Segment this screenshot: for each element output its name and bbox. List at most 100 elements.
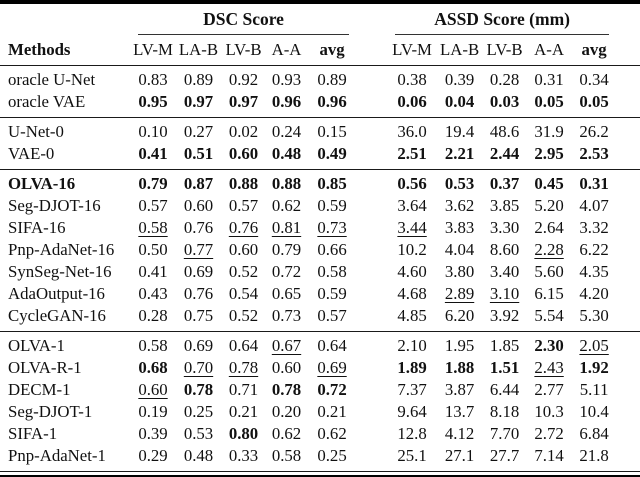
assd-cell: 5.30 [579,306,609,326]
assd-cell: 2.77 [534,379,564,399]
dsc-cell: 0.78 [183,379,214,399]
dsc-cell: 0.25 [317,445,347,465]
dsc-cell: 0.52 [228,262,259,282]
dsc-cell: 0.58 [138,335,168,355]
dsc-cell: 0.80 [228,423,259,443]
assd-cell: 3.87 [444,379,475,399]
dsc-cell: 0.73 [271,306,302,326]
assd-cell: 12.8 [397,423,427,443]
assd-cell: 2.10 [397,335,427,355]
column-gap [357,305,387,331]
table-row: Seg-DJOT-16 0.57 0.60 0.57 0.62 0.59 3.64 3.62 3… [0,195,640,217]
dsc-cell: 0.29 [138,445,168,465]
dsc-cell: 0.28 [138,306,168,326]
right-margin [617,239,640,261]
column-gap [357,401,387,423]
assd-cell: 2.72 [534,423,564,443]
column-header: A-A [266,34,307,67]
right-margin [617,118,640,144]
assd-cell: 2.44 [489,144,520,164]
method-cell: oracle VAE [8,92,86,112]
right-margin [617,261,640,283]
assd-cell: 3.80 [444,262,475,282]
method-cell: U-Net-0 [8,122,64,142]
table-row: U-Net-0 0.10 0.27 0.02 0.24 0.15 36.0 19.4 48.6 3… [0,118,640,144]
dsc-cell: 0.85 [317,174,347,194]
dsc-cell: 0.76 [183,284,214,304]
dsc-cell: 0.60 [138,379,168,399]
assd-cell: 3.32 [579,218,609,238]
dsc-cell: 0.81 [271,218,302,238]
column-gap [357,4,387,35]
assd-cell: 8.18 [489,401,520,421]
dsc-cell: 0.21 [228,401,259,421]
dsc-cell: 0.77 [183,240,214,260]
assd-cell: 4.35 [579,262,609,282]
assd-cell: 1.92 [579,357,609,377]
column-header: A-A [527,34,572,67]
dsc-cell: 0.58 [317,262,347,282]
dsc-cell: 0.10 [138,122,168,142]
assd-cell: 3.40 [489,262,520,282]
dsc-cell: 0.62 [271,196,302,216]
column-gap [357,144,387,170]
assd-cell: 5.11 [579,379,609,399]
assd-cell: 1.88 [444,357,475,377]
dsc-cell: 0.76 [183,218,214,238]
top-rule [0,0,640,4]
assd-cell: 5.54 [534,306,564,326]
assd-cell: 3.85 [489,196,520,216]
assd-cell: 7.37 [397,379,427,399]
method-cell: SIFA-16 [8,218,66,238]
method-cell: Pnp-AdaNet-1 [8,445,106,465]
right-margin [617,401,640,423]
results-table: DSC Score ASSD Score (mm) Methods LV-M LA… [0,4,640,471]
assd-cell: 0.28 [489,70,520,90]
column-gap [357,92,387,118]
assd-cell: 7.14 [534,445,564,465]
table-head: DSC Score ASSD Score (mm) Methods LV-M LA… [0,4,640,67]
method-cell: DECM-1 [8,379,71,399]
table-row: DECM-1 0.60 0.78 0.71 0.78 0.72 7.37 3.87 6.44 2.… [0,379,640,401]
assd-cell: 10.4 [579,401,609,421]
dsc-cell: 0.72 [271,262,302,282]
dsc-cell: 0.48 [183,445,214,465]
table-section: OLVA-1 0.58 0.69 0.64 0.67 0.64 2.10 1.95 1.85 2.… [0,331,640,470]
dsc-cell: 0.48 [271,144,302,164]
dsc-cell: 0.02 [228,122,259,142]
dsc-cell: 0.41 [138,144,168,164]
table-row: SynSeg-Net-16 0.41 0.69 0.52 0.72 0.58 4.60 3.8… [0,261,640,283]
table-row: Pnp-AdaNet-1 0.29 0.48 0.33 0.58 0.25 25.1 27.1… [0,445,640,470]
right-margin [617,144,640,170]
right-margin [617,217,640,239]
dsc-cell: 0.93 [271,70,302,90]
column-header-row: Methods LV-M LA-B LV-B A-A avg LV-M LA-B LV-B A-… [0,34,640,67]
assd-cell: 2.89 [444,284,475,304]
assd-cell: 6.84 [579,423,609,443]
method-cell: SynSeg-Net-16 [8,262,112,282]
assd-cell: 4.12 [444,423,475,443]
dsc-cell: 0.15 [317,122,347,142]
bottom-rule-thin [0,470,640,473]
assd-cell: 1.85 [489,335,520,355]
method-cell: CycleGAN-16 [8,306,106,326]
assd-cell: 0.56 [397,174,427,194]
method-cell: OLVA-R-1 [8,357,82,377]
dsc-cell: 0.97 [228,92,259,112]
table-row: oracle VAE 0.95 0.97 0.97 0.96 0.96 0.06 0.04 0.… [0,92,640,118]
column-gap [357,217,387,239]
assd-cell: 6.15 [534,284,564,304]
right-margin [617,357,640,379]
assd-cell: 1.89 [397,357,427,377]
column-gap [357,170,387,196]
column-header: LV-B [221,34,266,67]
dsc-cell: 0.59 [317,196,347,216]
method-cell: Pnp-AdaNet-16 [8,240,115,260]
dsc-cell: 0.49 [317,144,347,164]
dsc-cell: 0.83 [138,70,168,90]
column-header: LV-B [482,34,528,67]
assd-cell: 26.2 [579,122,609,142]
column-gap [357,283,387,305]
bottom-rule-thick [0,474,640,477]
column-gap [357,195,387,217]
